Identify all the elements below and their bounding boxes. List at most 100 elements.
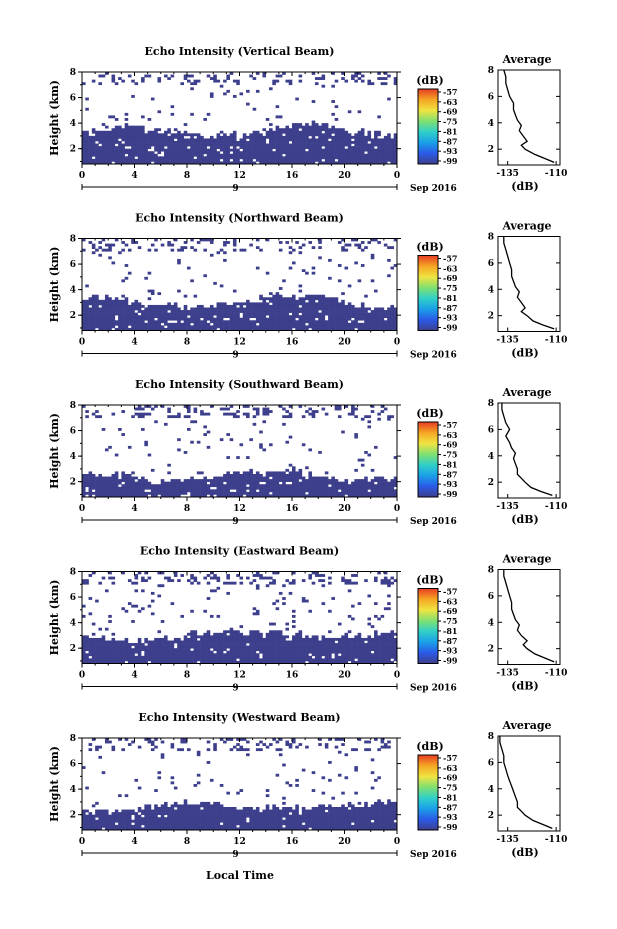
heatmap-cell [95, 302, 99, 306]
heatmap-cell [272, 322, 276, 326]
heatmap-cell [269, 630, 273, 634]
heatmap-cell [360, 658, 365, 662]
heatmap-cell [344, 479, 349, 482]
heatmap-cell [118, 302, 122, 306]
heatmap-cell [351, 637, 355, 641]
heatmap-cell [367, 645, 372, 649]
x-tick-label: 16 [286, 504, 299, 514]
heatmap-cell [167, 489, 171, 493]
heatmap-cell [265, 158, 270, 162]
heatmap-cell [200, 138, 204, 142]
heatmap-cell [167, 494, 171, 498]
heatmap-cell [127, 486, 132, 490]
heatmap-cell [374, 445, 378, 449]
heatmap-cell [354, 151, 358, 155]
heatmap-cell [170, 322, 175, 326]
heatmap-cell [331, 307, 335, 311]
heatmap-cell [98, 325, 102, 329]
heatmap-cell [88, 471, 93, 475]
heatmap-cell [367, 158, 372, 162]
heatmap-cell [236, 648, 240, 652]
heatmap-cell [275, 320, 280, 324]
heatmap-cell [101, 653, 106, 657]
heatmap-cell [118, 648, 122, 652]
heatmap-cell [301, 494, 306, 498]
heatmap-cell [249, 158, 253, 162]
heatmap-cell [177, 317, 181, 321]
heatmap-cell [164, 135, 168, 139]
heatmap-cell [180, 325, 185, 329]
heatmap-cell [121, 494, 125, 498]
heatmap-cell [91, 243, 96, 247]
heatmap-cell [108, 489, 112, 493]
heatmap-cell [278, 476, 283, 480]
heatmap-cell [157, 491, 162, 495]
heatmap-cell [265, 143, 270, 147]
heatmap-cell [216, 486, 221, 490]
heatmap-cell [170, 491, 175, 495]
heatmap-cell [127, 128, 132, 132]
heatmap-cell [318, 128, 322, 132]
heatmap-cell [187, 579, 191, 583]
heatmap-cell [321, 123, 326, 126]
heatmap-cell [160, 310, 165, 313]
heatmap-cell [190, 307, 194, 311]
heatmap-cell [88, 653, 93, 657]
heatmap-cell [393, 325, 398, 329]
heatmap-cell [383, 315, 388, 319]
heatmap-cell [298, 246, 303, 250]
heatmap-cell [164, 643, 168, 646]
heatmap-cell [82, 494, 86, 498]
heatmap-cell [131, 317, 135, 321]
heatmap-cell [337, 491, 342, 495]
heatmap-cell [232, 141, 237, 144]
heatmap-cell [154, 135, 158, 139]
heatmap-cell [85, 302, 89, 306]
heatmap-cell [314, 82, 319, 86]
heatmap-cell [216, 637, 221, 641]
heatmap-cell [226, 433, 230, 436]
heatmap-cell [170, 645, 175, 649]
heatmap-cell [292, 315, 296, 319]
heatmap-cell [193, 653, 198, 657]
heatmap-cell [160, 315, 165, 319]
heatmap-cell [131, 491, 135, 495]
heatmap-cell [101, 658, 106, 662]
heatmap-cell [351, 77, 355, 80]
heatmap-cell [328, 135, 332, 139]
heatmap-cell [246, 89, 250, 93]
heatmap-cell [301, 307, 306, 311]
heatmap-cell [255, 412, 260, 416]
heatmap-cell [321, 151, 326, 155]
heatmap-cell [147, 486, 152, 490]
heatmap-cell [131, 650, 135, 654]
heatmap-cell [321, 650, 326, 654]
heatmap-cell [278, 635, 283, 639]
heatmap-cell [357, 491, 362, 495]
heatmap-cell [131, 489, 135, 493]
heatmap-cell [311, 156, 316, 160]
heatmap-cell [272, 494, 276, 498]
heatmap-cell [255, 491, 260, 495]
heatmap-cell [111, 489, 116, 493]
heatmap-cell [288, 405, 293, 408]
heatmap-cell [216, 494, 221, 498]
heatmap-cell [200, 322, 204, 326]
heatmap-cell [370, 238, 375, 242]
heatmap-cell [278, 287, 283, 290]
heatmap-cell [331, 304, 335, 308]
heatmap-cell [131, 648, 135, 652]
heatmap-cell [249, 161, 253, 165]
heatmap-cell [154, 310, 158, 313]
heatmap-cell [85, 320, 89, 324]
heatmap-cell [269, 307, 273, 311]
heatmap-cell [85, 660, 89, 664]
heatmap-cell [242, 491, 247, 495]
heatmap-cell [104, 243, 109, 247]
heatmap-cell [82, 481, 86, 485]
heatmap-cell [239, 650, 244, 654]
heatmap-cell [239, 302, 244, 306]
heatmap-cell [347, 315, 352, 319]
heatmap-cell [216, 138, 221, 142]
